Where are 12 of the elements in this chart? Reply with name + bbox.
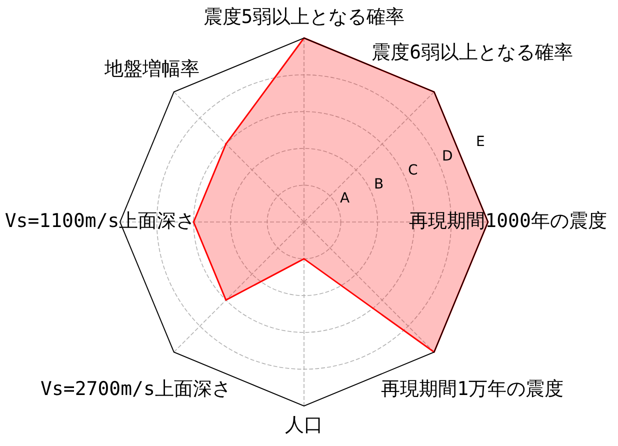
spoke-label: 地盤増幅率 bbox=[103, 58, 200, 80]
y-tick-label: D bbox=[442, 148, 453, 164]
spoke-label: 再現期間1000年の震度 bbox=[409, 210, 607, 232]
spoke-label: 震度6弱以上となる確率 bbox=[372, 42, 574, 64]
spoke-label: 再現期間1万年の震度 bbox=[381, 378, 564, 400]
y-tick-label: C bbox=[408, 162, 418, 178]
y-tick-label: B bbox=[374, 176, 384, 192]
spoke-label: Vs=2700m/s上面深さ bbox=[40, 378, 231, 400]
spoke-label: 震度5弱以上となる確率 bbox=[203, 6, 405, 28]
y-tick-label: E bbox=[476, 134, 485, 150]
spoke-label: 人口 bbox=[285, 414, 323, 436]
y-tick-label: A bbox=[340, 190, 350, 207]
